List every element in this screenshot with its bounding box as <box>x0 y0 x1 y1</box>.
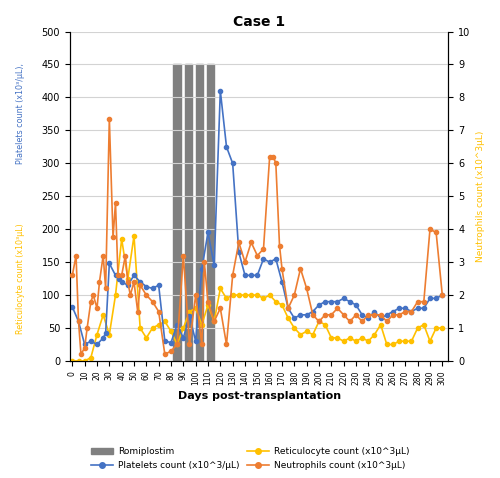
Legend: Romiplostim, Platelets count (x10^3/μL), Reticulocyte count (x10^3μL), Neutrophi: Romiplostim, Platelets count (x10^3/μL),… <box>87 444 413 474</box>
Text: Platelets count (x10³/μL),: Platelets count (x10³/μL), <box>16 64 25 164</box>
Title: Case 1: Case 1 <box>233 15 285 29</box>
Y-axis label: Neutrophils count (x10^3μL): Neutrophils count (x10^3μL) <box>476 130 485 262</box>
Bar <box>174 65 181 361</box>
Bar <box>196 65 203 361</box>
Bar <box>207 65 214 361</box>
X-axis label: Days post-transplantation: Days post-transplantation <box>178 391 340 401</box>
Text: Reticulocyte count (x10³μL): Reticulocyte count (x10³μL) <box>16 223 25 334</box>
Bar <box>184 65 192 361</box>
